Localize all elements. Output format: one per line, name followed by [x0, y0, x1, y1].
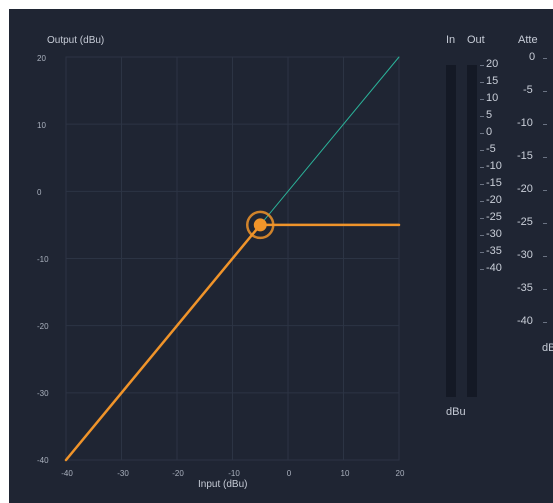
x-tick: 10 — [340, 469, 350, 478]
y-tick: -10 — [37, 255, 49, 264]
x-tick: -10 — [228, 469, 240, 478]
meter-scale-tick: -5 — [486, 143, 496, 155]
meter-scale-tick: 5 — [486, 109, 493, 121]
x-tick: -30 — [117, 469, 129, 478]
attenuation-scale-tick: -40 — [517, 315, 533, 327]
meter-unit: dBu — [446, 406, 466, 418]
attenuation-scale-tick: 0 — [529, 51, 536, 63]
meter-scale-tick: -30 — [486, 228, 502, 240]
meter-scale-tick: 0 — [486, 126, 493, 138]
meter-scale-tick: -35 — [486, 245, 502, 257]
meter-scale-tick: -10 — [486, 160, 502, 172]
attenuation-unit: dB — [542, 342, 553, 354]
y-tick: 10 — [37, 121, 46, 130]
transfer-curve-graph[interactable] — [9, 9, 553, 503]
graph-grid — [65, 56, 400, 461]
compressor-panel: Output (dBu) 20 10 0 -10 -20 -30 -40 -40… — [9, 9, 553, 503]
meter-scale-tick: -15 — [486, 177, 502, 189]
y-tick: -30 — [37, 389, 49, 398]
out-meter-label: Out — [467, 34, 485, 46]
out-meter — [467, 65, 477, 397]
attenuation-scale-tick: -20 — [517, 183, 533, 195]
y-tick: -20 — [37, 322, 49, 331]
meter-scale-tick: 15 — [486, 75, 499, 87]
attenuation-scale-tick: -5 — [523, 84, 533, 96]
graph-x-title: Input (dBu) — [198, 479, 248, 490]
attenuation-scale-tick: -25 — [517, 216, 533, 228]
x-tick: 20 — [395, 469, 405, 478]
threshold-handle-dot[interactable] — [253, 218, 267, 232]
meter-scale-tick: 10 — [486, 92, 499, 104]
x-tick: -20 — [172, 469, 184, 478]
y-tick: 20 — [37, 54, 46, 63]
meter-scale-tick: -25 — [486, 211, 502, 223]
x-tick: 0 — [286, 469, 292, 478]
threshold-handle-ring[interactable] — [246, 210, 275, 240]
meter-scale-tick: -20 — [486, 194, 502, 206]
attenuation-label: Atte — [518, 34, 538, 46]
meter-scale-tick: -40 — [486, 262, 502, 274]
threshold-handle — [246, 210, 275, 240]
meter-scale-tick: 20 — [486, 58, 499, 70]
attenuation-scale-tick: -35 — [517, 282, 533, 294]
x-tick: -40 — [61, 469, 73, 478]
graph-y-title: Output (dBu) — [47, 35, 105, 46]
in-meter-label: In — [446, 34, 456, 46]
y-tick: -40 — [37, 456, 49, 465]
in-meter — [446, 65, 456, 397]
attenuation-scale-tick: -15 — [517, 150, 533, 162]
attenuation-scale-tick: -30 — [517, 249, 533, 261]
y-tick: 0 — [37, 188, 42, 197]
attenuation-scale-tick: -10 — [517, 117, 533, 129]
